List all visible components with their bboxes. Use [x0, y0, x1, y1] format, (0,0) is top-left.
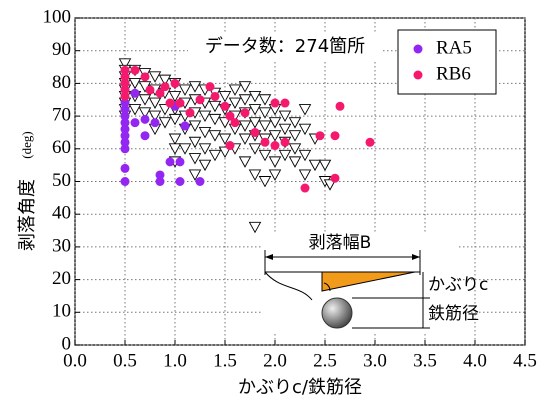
y-tick-label: 0 [62, 333, 72, 354]
point [331, 131, 340, 140]
y-tick-label: 70 [52, 104, 71, 125]
point [131, 89, 140, 98]
point [331, 174, 340, 183]
x-tick-label: 0.5 [113, 350, 137, 371]
y-axis-unit: (deg) [19, 131, 34, 158]
x-tick-label: 3.5 [413, 350, 437, 371]
point [141, 115, 150, 124]
point [151, 118, 160, 127]
point [231, 118, 240, 127]
point [206, 82, 215, 91]
point [241, 108, 250, 117]
y-tick-label: 20 [52, 268, 71, 289]
legend-marker [414, 71, 423, 80]
x-tick-label: 1.5 [213, 350, 237, 371]
x-tick-label: 4.5 [513, 350, 537, 371]
point [226, 141, 235, 150]
point [366, 138, 375, 147]
point [316, 131, 325, 140]
y-tick-label: 60 [52, 137, 71, 158]
point [271, 99, 280, 108]
inset-diagram: 剥落幅B かぶりc 鉄筋径 [262, 232, 488, 332]
chart: データ数：274箇所 剥落幅B かぶりc 鉄筋径 RA5 RB6 かぶりc/鉄筋径… [0, 0, 541, 403]
point [121, 164, 130, 173]
y-tick-label: 100 [43, 6, 72, 27]
point [161, 82, 170, 91]
legend-label: RB6 [436, 63, 471, 84]
x-axis-label: かぶりc/鉄筋径 [238, 377, 362, 398]
point [251, 128, 260, 137]
y-tick-label: 40 [52, 203, 71, 224]
inset-label: 剥落幅B [309, 233, 372, 253]
point [281, 99, 290, 108]
x-tick-label: 4.0 [463, 350, 487, 371]
point [176, 177, 185, 186]
point [271, 141, 280, 150]
inset-label: 鉄筋径 [428, 304, 479, 324]
y-tick-label: 50 [52, 170, 71, 191]
point [131, 66, 140, 75]
y-tick-label: 80 [52, 72, 71, 93]
y-tick-label: 30 [52, 235, 71, 256]
inset-label: かぶりc [428, 275, 488, 295]
point [211, 92, 220, 101]
point [166, 157, 175, 166]
point [141, 72, 150, 81]
point [181, 121, 190, 130]
point [221, 102, 230, 111]
point [121, 92, 130, 101]
x-tick-label: 2.5 [313, 350, 337, 371]
annotation: データ数：274箇所 [205, 36, 365, 57]
point [176, 157, 185, 166]
point [196, 177, 205, 186]
point [281, 138, 290, 147]
y-tick-label: 90 [52, 39, 71, 60]
point [166, 99, 175, 108]
y-tick-label: 10 [52, 301, 71, 322]
x-tick-label: 3.0 [363, 350, 387, 371]
point [301, 184, 310, 193]
point [176, 99, 185, 108]
point [156, 177, 165, 186]
y-axis-label: 剥落角度 [17, 179, 38, 251]
point [261, 138, 270, 147]
point [186, 108, 195, 117]
x-tick-label: 1.0 [163, 350, 187, 371]
x-tick-label: 2.0 [263, 350, 287, 371]
point [121, 177, 130, 186]
point [336, 102, 345, 111]
legend-marker [414, 45, 423, 54]
point [196, 95, 205, 104]
point [146, 85, 155, 94]
point [171, 79, 180, 88]
point [131, 118, 140, 127]
legend-label: RA5 [436, 37, 472, 58]
point [141, 131, 150, 140]
rebar [322, 298, 352, 328]
